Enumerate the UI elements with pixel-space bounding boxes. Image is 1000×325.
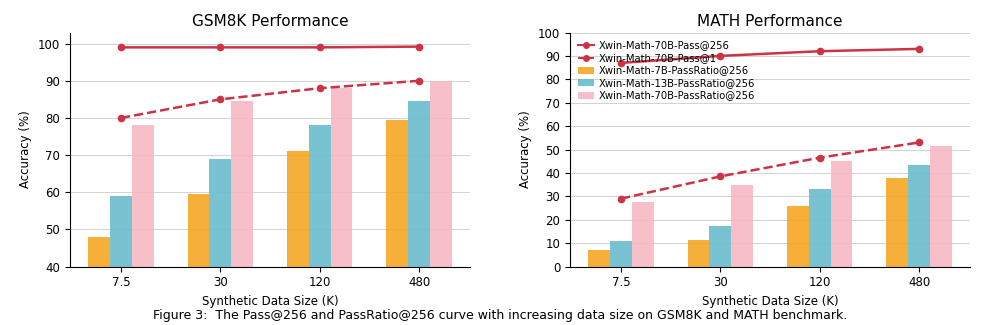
Bar [287,151,309,325]
Bar [688,240,709,266]
Bar [809,189,831,266]
Bar [309,125,331,325]
Bar [88,237,110,325]
Bar [908,165,930,266]
Bar [831,161,852,266]
Bar [610,241,632,266]
Bar [588,250,610,266]
Bar [430,81,452,325]
Bar [132,125,154,325]
Title: GSM8K Performance: GSM8K Performance [192,14,348,29]
Bar [110,196,132,325]
Bar [930,146,952,266]
Bar [787,206,809,266]
Y-axis label: Accuracy (%): Accuracy (%) [519,111,532,188]
X-axis label: Synthetic Data Size (K): Synthetic Data Size (K) [702,295,838,308]
Bar [731,185,753,266]
Bar [386,120,408,325]
X-axis label: Synthetic Data Size (K): Synthetic Data Size (K) [202,295,338,308]
Bar [188,194,209,325]
Bar [331,88,352,325]
Title: MATH Performance: MATH Performance [697,14,843,29]
Bar [709,226,731,266]
Text: Figure 3:  The Pass@256 and PassRatio@256 curve with increasing data size on GSM: Figure 3: The Pass@256 and PassRatio@256… [153,309,847,322]
Bar [408,101,430,325]
Bar [886,177,908,266]
Y-axis label: Accuracy (%): Accuracy (%) [19,111,32,188]
Legend: Xwin-Math-70B-Pass@256, Xwin-Math-70B-Pass@1, Xwin-Math-7B-PassRatio@256, Xwin-M: Xwin-Math-70B-Pass@256, Xwin-Math-70B-Pa… [575,37,758,103]
Bar [209,159,231,325]
Bar [632,202,654,266]
Bar [231,101,253,325]
